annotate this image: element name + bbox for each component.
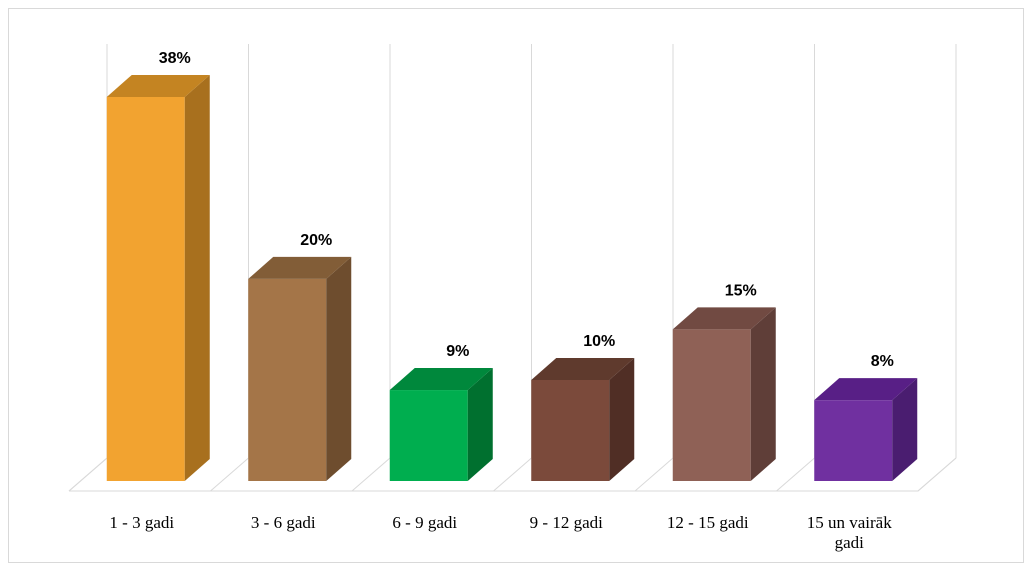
category-label-line: 12 - 15 gadi — [667, 513, 749, 532]
floor-divider — [634, 457, 674, 492]
bar-front — [106, 97, 185, 481]
floor-divider — [210, 457, 249, 492]
category-label-line: 9 - 12 gadi — [530, 513, 603, 532]
bar — [389, 368, 493, 481]
category-label: 12 - 15 gadi — [667, 513, 749, 532]
data-label: 10% — [583, 333, 615, 350]
bar-front — [814, 400, 893, 481]
bar — [106, 75, 210, 481]
bar-side — [892, 378, 918, 481]
bar — [248, 256, 352, 481]
bar-side — [750, 307, 776, 481]
category-label: 6 - 9 gadi — [392, 513, 457, 532]
bar-top — [531, 357, 635, 380]
bar-side — [467, 368, 493, 481]
bar-top — [106, 75, 210, 97]
bar — [814, 378, 918, 481]
data-label: 20% — [300, 232, 332, 249]
category-label-line: 15 un vairāk — [807, 513, 892, 532]
bar-top — [389, 368, 493, 391]
data-label: 8% — [871, 353, 894, 370]
category-label-line: 1 - 3 gadi — [109, 513, 174, 532]
data-label: 38% — [159, 50, 191, 67]
bar-side — [609, 357, 635, 481]
bar-front — [248, 278, 327, 481]
bar-front — [531, 379, 610, 481]
floor-divider — [917, 457, 957, 492]
floor-divider — [493, 457, 532, 492]
bar-side — [326, 256, 352, 481]
bar-top — [248, 256, 352, 279]
category-label-line: 6 - 9 gadi — [392, 513, 457, 532]
bar-top — [672, 307, 776, 330]
category-labels: 1 - 3 gadi 3 - 6 gadi 6 - 9 gadi 9 - 12 gad… — [109, 513, 892, 552]
bar-front — [389, 390, 468, 481]
bar-side — [184, 75, 210, 481]
bars — [106, 75, 918, 481]
category-label-line: 3 - 6 gadi — [251, 513, 316, 532]
category-label-line: gadi — [835, 533, 865, 552]
data-labels: 38% 20% 9% 10% 15% 8% — [159, 50, 894, 370]
bar — [531, 357, 635, 481]
bar-top — [814, 378, 918, 401]
floor-divider — [351, 457, 391, 492]
category-label: 15 un vairāk gadi — [807, 513, 892, 552]
bar — [672, 307, 776, 481]
bar-chart: 38% 20% 9% 10% 15% 8% 1 - 3 gadi 3 - 6 gadi 6 -… — [68, 44, 957, 552]
floor-divider — [776, 457, 815, 492]
category-label: 3 - 6 gadi — [251, 513, 316, 532]
category-label: 1 - 3 gadi — [109, 513, 174, 532]
bar-front — [672, 329, 751, 481]
floor-divider — [68, 457, 108, 492]
chart-frame: 38% 20% 9% 10% 15% 8% 1 - 3 gadi 3 - 6 gadi 6 -… — [8, 8, 1024, 563]
data-label: 15% — [725, 282, 757, 299]
category-label: 9 - 12 gadi — [530, 513, 603, 532]
data-label: 9% — [446, 343, 469, 360]
